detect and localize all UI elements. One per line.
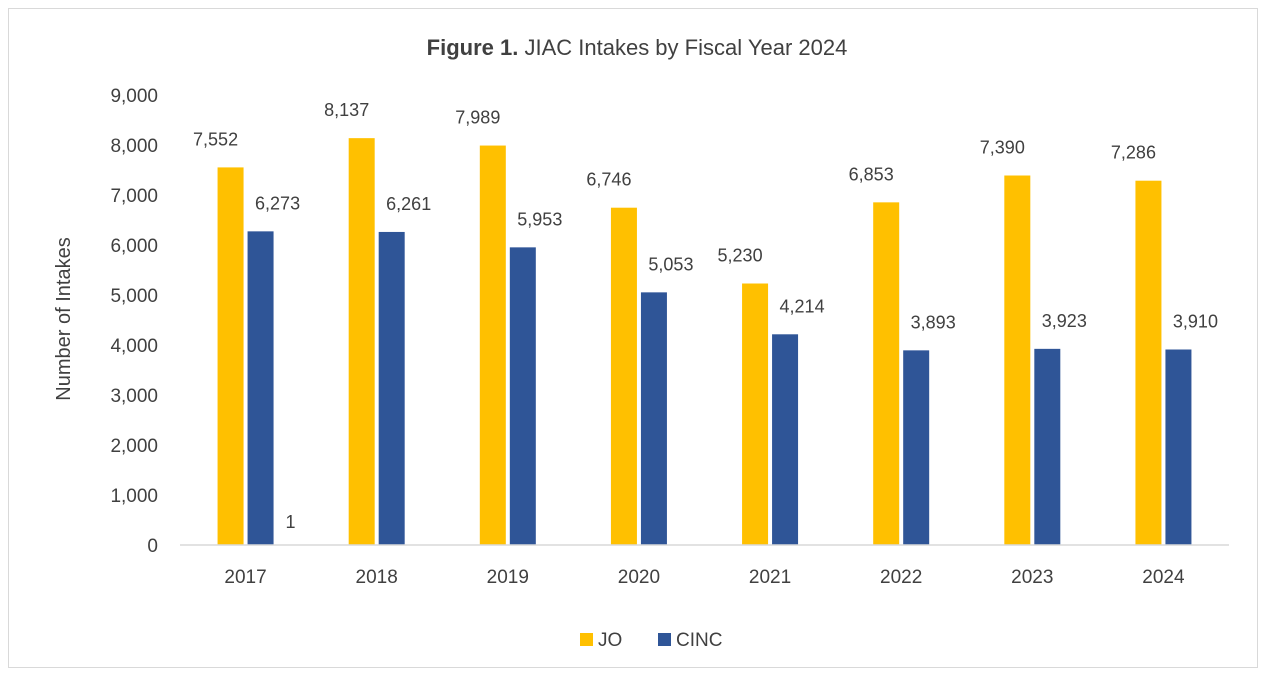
data-label: 3,893 — [911, 312, 956, 332]
bars — [217, 138, 1192, 546]
data-label: 5,230 — [718, 246, 763, 266]
bar-jo-2022 — [873, 202, 900, 545]
bar-jo-2020 — [610, 207, 637, 545]
data-label: 8,137 — [324, 100, 369, 120]
bar-cinc-2022 — [903, 350, 930, 545]
x-tick-label: 2019 — [487, 567, 529, 588]
y-tick-label: 5,000 — [110, 286, 158, 307]
y-tick-label: 2,000 — [110, 436, 158, 457]
bar-cinc-2024 — [1165, 349, 1192, 545]
annotations: 1 — [286, 512, 296, 532]
data-label: 6,273 — [255, 193, 300, 213]
x-tick-label: 2017 — [224, 567, 266, 588]
legend-label-cinc: CINC — [676, 630, 722, 651]
data-label: 7,552 — [193, 129, 238, 149]
y-tick-labels: 0 1,000 2,000 3,000 4,000 5,000 6,000 7,000 8,00… — [110, 86, 158, 557]
bar-cinc-2021 — [772, 334, 799, 545]
y-axis-label: Number of Intakes — [53, 237, 75, 400]
y-tick-label: 0 — [147, 536, 158, 557]
chart-title-rest: JIAC Intakes by Fiscal Year 2024 — [518, 35, 847, 60]
y-tick-label: 3,000 — [110, 386, 158, 407]
x-tick-label: 2018 — [356, 567, 398, 588]
bar-cinc-2023 — [1034, 348, 1061, 545]
bar-jo-2018 — [348, 138, 375, 545]
bar-cinc-2017 — [247, 231, 274, 545]
data-label: 7,286 — [1111, 143, 1156, 163]
y-tick-label: 1,000 — [110, 486, 158, 507]
data-label: 3,923 — [1042, 311, 1087, 331]
chart-title: Figure 1. JIAC Intakes by Fiscal Year 20… — [427, 35, 848, 60]
y-tick-label: 9,000 — [110, 86, 158, 107]
data-label: 7,989 — [455, 108, 500, 128]
legend-label-jo: JO — [598, 630, 622, 651]
bar-jo-2021 — [742, 283, 769, 545]
x-tick-label: 2020 — [618, 567, 660, 588]
bar-cinc-2020 — [640, 292, 667, 545]
data-label: 4,214 — [780, 296, 825, 316]
data-label: 6,746 — [586, 170, 631, 190]
x-tick-label: 2021 — [749, 567, 791, 588]
y-tick-label: 8,000 — [110, 136, 158, 157]
y-tick-label: 4,000 — [110, 336, 158, 357]
data-label: 6,261 — [386, 194, 431, 214]
data-label: 6,853 — [849, 164, 894, 184]
x-tick-labels: 2017 2018 2019 2020 2021 2022 2023 2024 — [224, 567, 1185, 588]
data-label: 7,390 — [980, 138, 1025, 158]
bar-cinc-2018 — [378, 231, 405, 545]
bar-cinc-2019 — [509, 247, 536, 545]
legend: JO CINC — [580, 630, 722, 651]
chart-title-bold: Figure 1. — [427, 35, 519, 60]
bar-jo-2019 — [479, 145, 506, 546]
data-label: 5,053 — [648, 254, 693, 274]
x-tick-label: 2022 — [880, 567, 922, 588]
y-tick-label: 6,000 — [110, 236, 158, 257]
annotation-label: 1 — [286, 512, 296, 532]
legend-swatch-jo — [580, 633, 593, 646]
x-tick-label: 2023 — [1011, 567, 1053, 588]
data-label: 3,910 — [1173, 312, 1218, 332]
x-tick-label: 2024 — [1142, 567, 1185, 588]
bar-jo-2017 — [217, 167, 244, 545]
data-label: 5,953 — [517, 209, 562, 229]
bar-jo-2024 — [1135, 180, 1162, 545]
bar-jo-2023 — [1004, 175, 1031, 545]
legend-swatch-cinc — [658, 633, 671, 646]
data-labels: 7,552 6,273 8,137 6,261 7,989 5,953 6,746 5,053… — [193, 100, 1218, 332]
y-tick-label: 7,000 — [110, 186, 158, 207]
